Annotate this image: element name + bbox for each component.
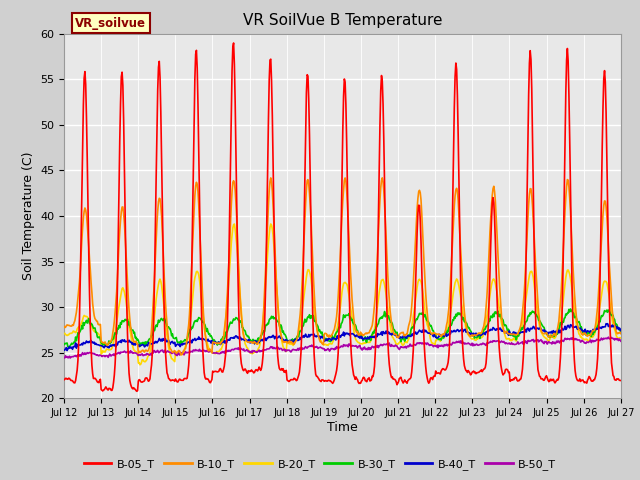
- Legend: B-05_T, B-10_T, B-20_T, B-30_T, B-40_T, B-50_T: B-05_T, B-10_T, B-20_T, B-30_T, B-40_T, …: [79, 455, 561, 474]
- Y-axis label: Soil Temperature (C): Soil Temperature (C): [22, 152, 35, 280]
- X-axis label: Time: Time: [327, 421, 358, 434]
- Title: VR SoilVue B Temperature: VR SoilVue B Temperature: [243, 13, 442, 28]
- Text: VR_soilvue: VR_soilvue: [75, 17, 146, 30]
